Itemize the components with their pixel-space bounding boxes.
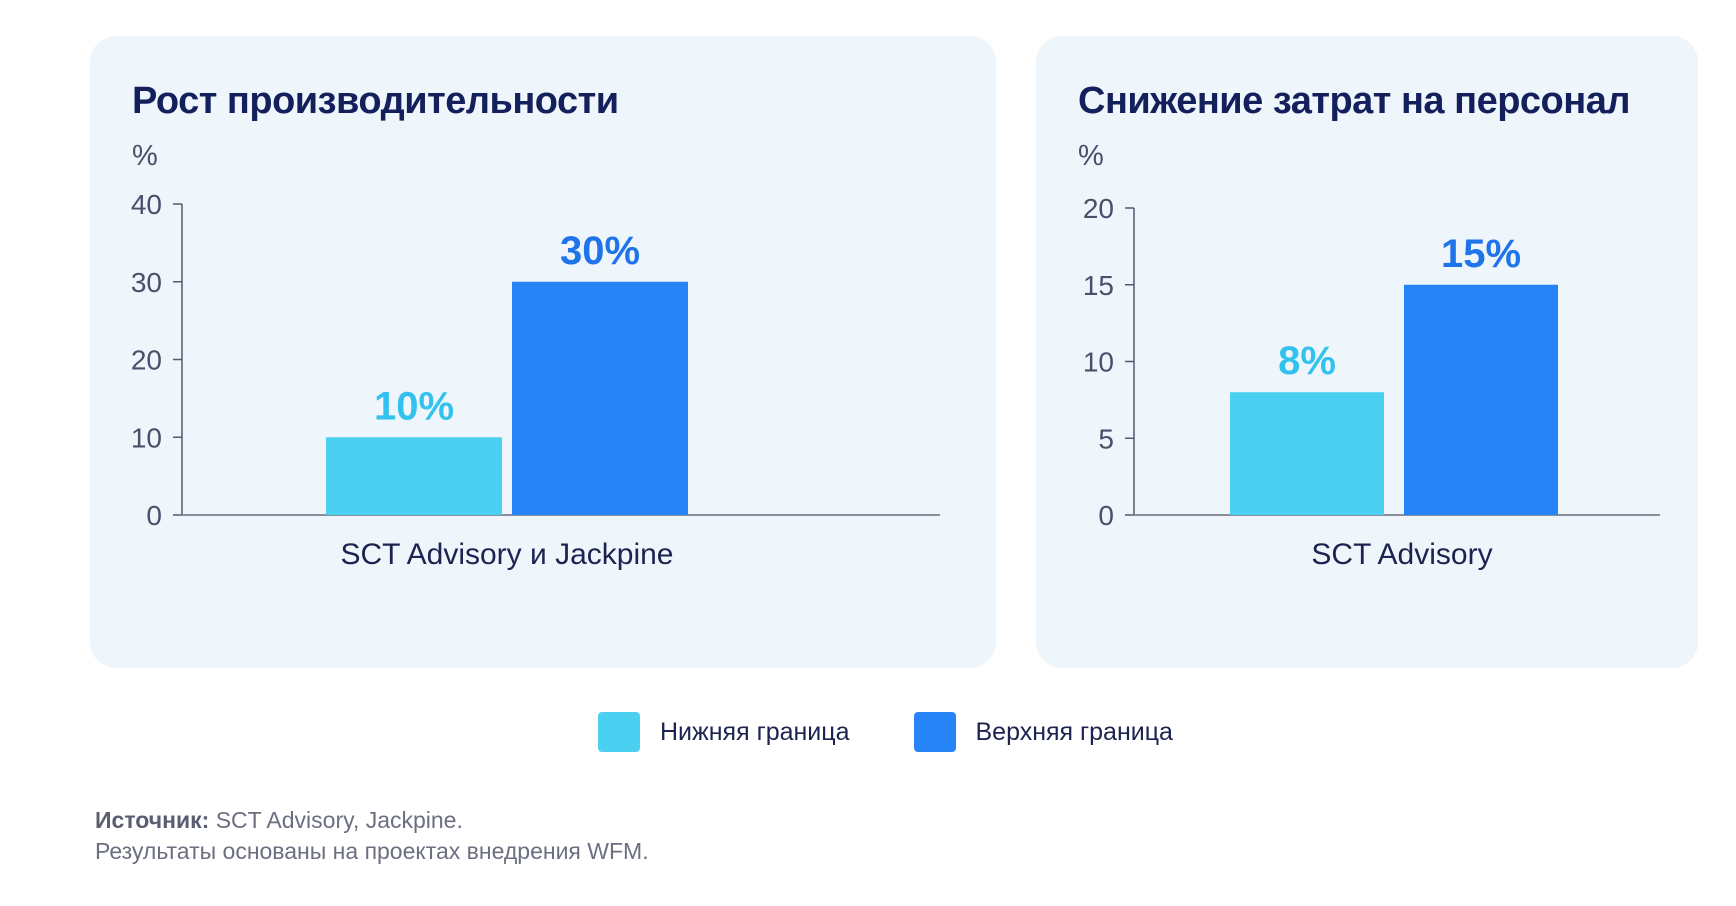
y-tick-label: 40 [131, 189, 162, 220]
legend-swatch-lower [598, 712, 640, 752]
legend: Нижняя граница Верхняя граница [598, 712, 1237, 752]
y-tick-label: 20 [1083, 193, 1114, 224]
y-tick-label: 30 [131, 267, 162, 298]
chart-title: Снижение затрат на персонал [1078, 80, 1631, 122]
legend-label-lower: Нижняя граница [660, 717, 850, 746]
data-label-upper: 15% [1441, 232, 1521, 276]
chart-title: Рост производительности [132, 80, 619, 122]
bar-lower [1230, 392, 1384, 515]
y-axis-unit: % [132, 140, 158, 172]
bar-lower [326, 437, 502, 515]
y-tick-label: 0 [146, 500, 162, 531]
x-category-label: SCT Advisory и Jackpine [340, 538, 673, 571]
data-label-lower: 8% [1278, 339, 1336, 383]
legend-label-upper: Верхняя граница [975, 717, 1173, 746]
source-note: Источник: SCT Advisory, Jackpine. Резуль… [95, 805, 649, 867]
source-prefix: Источник: [95, 807, 210, 833]
bar-upper [1404, 284, 1558, 515]
bar-upper [512, 281, 688, 515]
y-tick-label: 20 [131, 345, 162, 376]
legend-item-upper: Верхняя граница [913, 712, 1173, 752]
bar-chart-staff-costs: 0 5 10 15 20 8% 15% SCT Advisory [1083, 193, 1660, 571]
y-tick-label: 10 [131, 422, 162, 453]
y-tick-label: 5 [1098, 423, 1114, 454]
bar-chart-productivity: 0 10 20 30 40 10% 30% SCT Advisory и Jackpine [131, 189, 940, 571]
legend-item-lower: Нижняя граница [598, 712, 850, 752]
y-tick-label: 15 [1083, 270, 1114, 301]
legend-swatch-upper [913, 712, 956, 752]
chart-card-productivity: Рост производительности % 0 10 20 30 40 10% 30… [90, 36, 996, 668]
source-description: Результаты основаны на проектах внедрени… [95, 838, 649, 864]
data-label-lower: 10% [374, 384, 454, 428]
source-text: SCT Advisory, Jackpine. [209, 807, 463, 833]
source-line: Источник: SCT Advisory, Jackpine. [95, 805, 649, 836]
chart-card-staff-costs: Снижение затрат на персонал % 0 5 10 15 20 8%… [1036, 36, 1698, 668]
x-category-label: SCT Advisory [1311, 538, 1492, 571]
y-tick-label: 10 [1083, 347, 1114, 378]
y-tick-label: 0 [1098, 500, 1114, 531]
y-axis-unit: % [1078, 140, 1104, 172]
data-label-upper: 30% [560, 229, 640, 273]
